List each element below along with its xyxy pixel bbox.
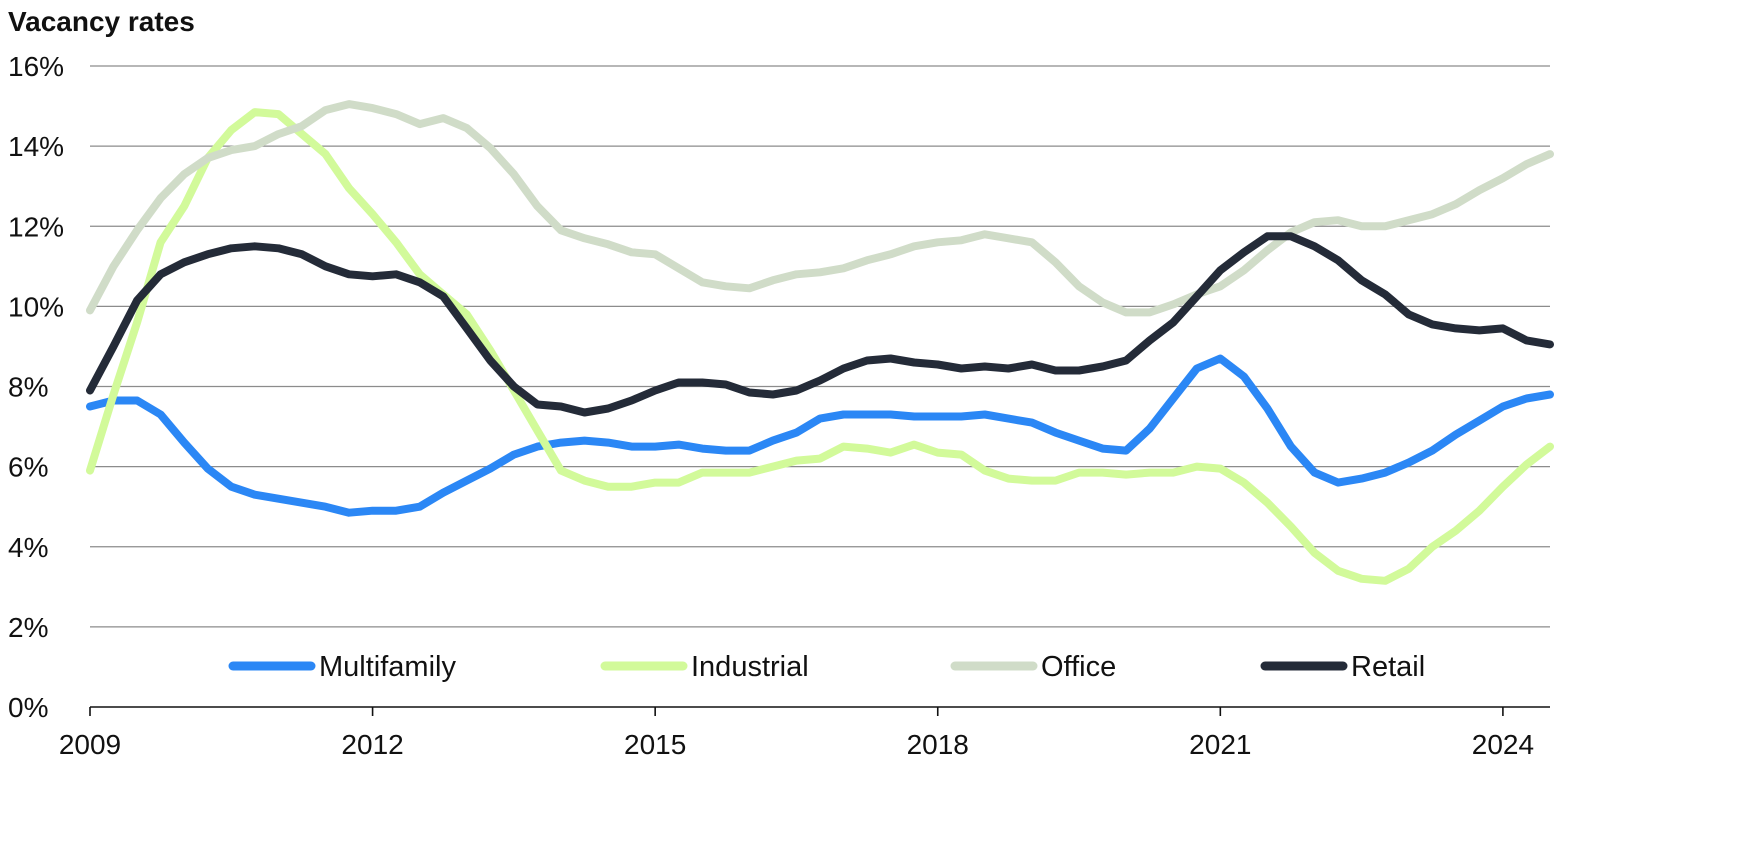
x-tick-label: 2015 xyxy=(624,729,686,760)
y-tick-label: 0% xyxy=(8,692,48,723)
x-axis: 2009 2012 2015 2018 2021 2024 xyxy=(59,706,1550,760)
legend-label-office: Office xyxy=(1041,651,1116,683)
legend-item-multifamily: Multifamily xyxy=(228,651,456,683)
x-tick-label: 2012 xyxy=(341,729,403,760)
series-line-industrial xyxy=(86,108,1554,585)
series-line-office xyxy=(86,100,1554,317)
legend-label-multifamily: Multifamily xyxy=(319,651,456,683)
series-line-retail xyxy=(86,232,1554,417)
y-tick-label: 14% xyxy=(8,131,64,162)
y-tick-label: 2% xyxy=(8,612,48,643)
y-tick-label: 6% xyxy=(8,452,48,483)
x-tick-label: 2024 xyxy=(1472,729,1534,760)
grid-lines xyxy=(90,65,1550,628)
y-axis-ticks: 0% 2% 4% 6% 8% 10% 12% 14% 16% xyxy=(8,51,64,723)
x-tick-label: 2009 xyxy=(59,729,121,760)
series-line-multifamily xyxy=(86,354,1554,517)
y-tick-label: 12% xyxy=(8,211,64,242)
legend-label-retail: Retail xyxy=(1351,651,1425,683)
series-lines xyxy=(86,100,1554,585)
x-tick-label: 2021 xyxy=(1189,729,1251,760)
legend-item-industrial: Industrial xyxy=(600,651,809,683)
y-tick-label: 8% xyxy=(8,372,48,403)
legend: Multifamily Industrial Office Retail xyxy=(228,651,1425,683)
chart-title: Vacancy rates xyxy=(8,6,195,37)
legend-item-office: Office xyxy=(950,651,1116,683)
y-tick-label: 16% xyxy=(8,51,64,82)
x-tick-label: 2018 xyxy=(907,729,969,760)
y-tick-label: 4% xyxy=(8,532,48,563)
y-tick-label: 10% xyxy=(8,291,64,322)
legend-item-retail: Retail xyxy=(1260,651,1425,683)
legend-label-industrial: Industrial xyxy=(691,651,809,683)
